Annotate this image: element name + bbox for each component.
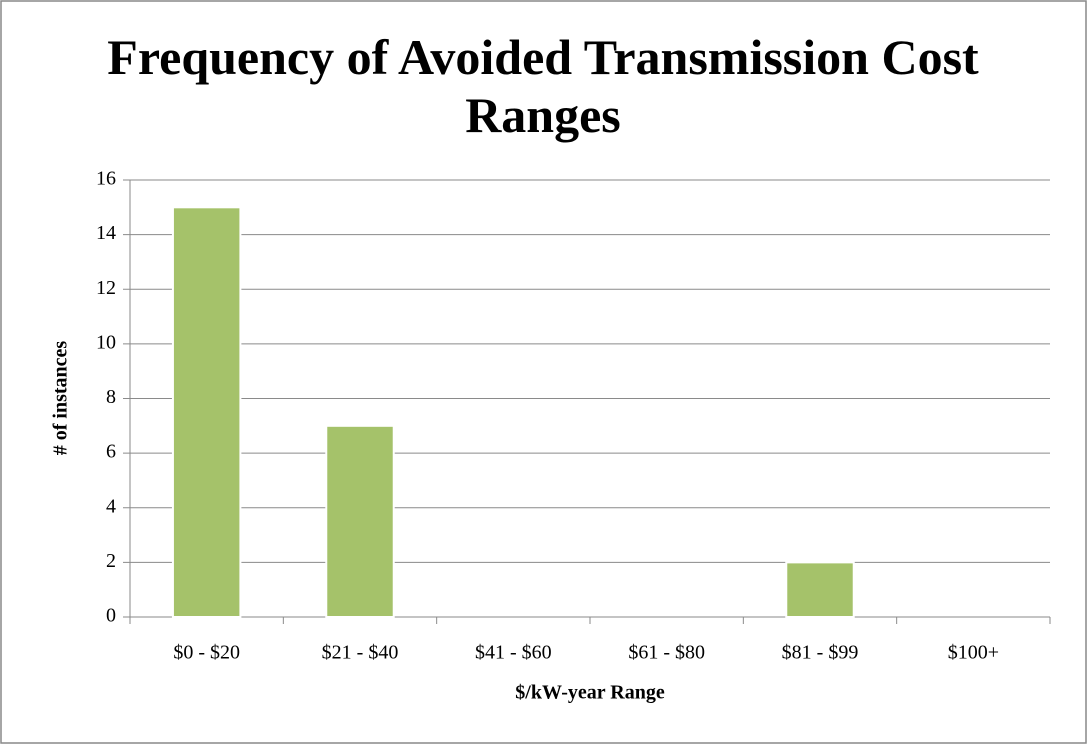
y-tick-label: 14	[96, 222, 116, 244]
y-tick-label: 16	[96, 168, 116, 190]
bar	[785, 561, 855, 618]
y-tick-label: 12	[96, 277, 116, 299]
y-tick-label: 10	[96, 331, 116, 353]
y-axis-label: # of instances	[50, 341, 72, 456]
y-tick-label: 8	[106, 386, 116, 408]
y-tick-label: 0	[106, 605, 116, 627]
bar	[325, 424, 395, 618]
y-tick-label: 6	[106, 441, 116, 463]
bar	[171, 206, 242, 618]
chart-title: Frequency of Avoided Transmission Cost R…	[107, 29, 979, 143]
x-tick-label: $81 - $99	[782, 642, 859, 664]
x-tick-label: $41 - $60	[475, 642, 552, 664]
x-tick-label: $21 - $40	[322, 642, 399, 664]
x-tick-label: $61 - $80	[628, 642, 705, 664]
y-tick-label: 2	[106, 550, 116, 572]
x-tick-label: $0 - $20	[173, 642, 240, 664]
x-axis-label: $/kW-year Range	[515, 682, 665, 704]
y-tick-label: 4	[106, 495, 116, 517]
x-tick-label: $100+	[948, 642, 999, 664]
